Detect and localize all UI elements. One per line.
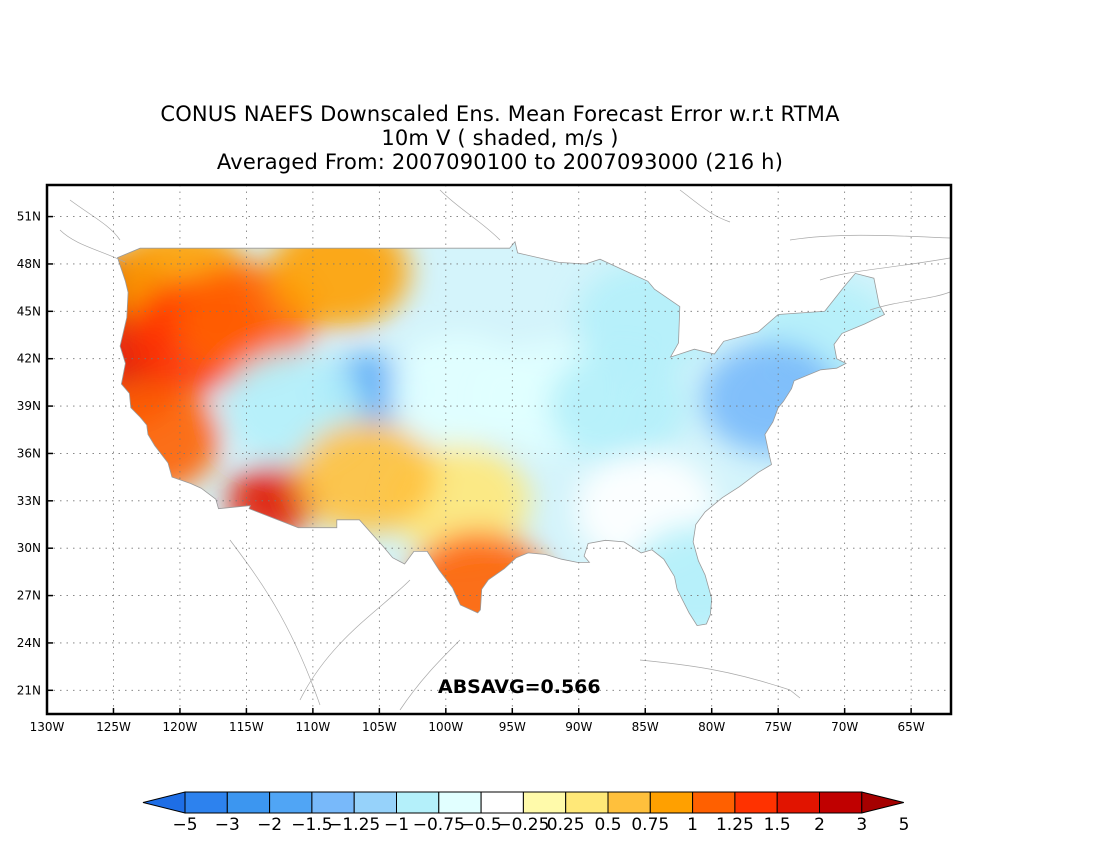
colorbar-swatch bbox=[480, 791, 524, 814]
latitude-tick-label: 36N bbox=[17, 446, 41, 460]
colorbar-tick-label: 2 bbox=[814, 815, 825, 835]
latitude-tick-label: 39N bbox=[17, 399, 41, 413]
colorbar-tick-label: −5 bbox=[172, 815, 197, 835]
error-region-illinois-indiana bbox=[548, 350, 689, 463]
latitude-tick-label: 30N bbox=[17, 541, 41, 555]
colorbar-swatch bbox=[438, 791, 482, 814]
colorbar-tick-label: −2 bbox=[257, 815, 282, 835]
colorbar-swatch bbox=[269, 791, 313, 814]
latitude-tick-label: 33N bbox=[17, 494, 41, 508]
absavg-annotation: ABSAVG=0.566 bbox=[438, 676, 601, 698]
colorbar-swatch bbox=[819, 791, 863, 814]
longitude-tick-label: 80W bbox=[698, 720, 725, 734]
colorbar-swatch bbox=[311, 791, 355, 814]
colorbar-swatch bbox=[776, 791, 821, 814]
longitude-tick-label: 75W bbox=[765, 720, 792, 734]
colorbar-tick-label: 1 bbox=[687, 815, 698, 835]
latitude-tick-label: 48N bbox=[17, 257, 41, 271]
colorbar-left-arrow bbox=[142, 791, 186, 814]
colorbar-swatch bbox=[396, 791, 440, 814]
colorbar-swatch bbox=[607, 791, 651, 814]
map-title-line-2: 10m V ( shaded, m/s ) bbox=[381, 126, 619, 150]
error-region-central-california-coast bbox=[117, 381, 221, 494]
longitude-tick-label: 65W bbox=[898, 720, 925, 734]
latitude-tick-label: 51N bbox=[17, 210, 41, 224]
longitude-tick-label: 100W bbox=[428, 720, 463, 734]
map-frame-border bbox=[45, 183, 953, 716]
colorbar-tick-label: −0.5 bbox=[460, 815, 501, 835]
colorbar-tick-label: −1.25 bbox=[328, 815, 380, 835]
longitude-tick-label: 110W bbox=[295, 720, 330, 734]
lat-lon-grid bbox=[47, 185, 951, 714]
longitude-tick-label: 85W bbox=[632, 720, 659, 734]
longitude-tick-labels: 130W 125W 120W 115W 110W 105W 100W 95W 90W 85W 80W… bbox=[30, 708, 925, 734]
colorbar-tick-label: 0.25 bbox=[547, 815, 585, 835]
colorbar-swatch bbox=[184, 791, 228, 814]
latitude-tick-label: 21N bbox=[17, 683, 41, 697]
latitude-tick-label: 24N bbox=[17, 636, 41, 650]
map-title-line-1: CONUS NAEFS Downscaled Ens. Mean Forecas… bbox=[160, 102, 840, 126]
colorbar-tick-label: 0.75 bbox=[631, 815, 669, 835]
colorbar-swatch bbox=[734, 791, 778, 814]
color-scale-legend: −5 −3 −2 −1.5−1.25 −1 −0.75−0.5−0.250.25 0.5 0.… bbox=[142, 791, 910, 835]
colorbar-swatch bbox=[649, 791, 694, 814]
conus-outline bbox=[117, 240, 886, 627]
longitude-tick-label: 130W bbox=[30, 720, 65, 734]
colorbar-tick-label: 5 bbox=[899, 815, 910, 835]
colorbar-tick-label: −0.75 bbox=[413, 815, 465, 835]
canada-coastline bbox=[59, 189, 951, 311]
colorbar-tick-label: −1 bbox=[384, 815, 409, 835]
colorbar-tick-label: −1.5 bbox=[291, 815, 332, 835]
colorbar-tick-label: −3 bbox=[215, 815, 240, 835]
longitude-tick-label: 120W bbox=[163, 720, 198, 734]
colorbar-swatch bbox=[692, 791, 736, 814]
longitude-tick-label: 115W bbox=[229, 720, 264, 734]
error-region-new-mexico bbox=[296, 421, 437, 534]
colorbar-swatch bbox=[226, 791, 271, 814]
latitude-tick-labels: 51N 48N 45N 42N 39N 36N 33N 30N 27N 24N 21N bbox=[17, 210, 53, 697]
colorbar-tick-label: 1.5 bbox=[764, 815, 791, 835]
latitude-tick-label: 45N bbox=[17, 304, 41, 318]
colorbar-swatch bbox=[353, 791, 398, 814]
colorbar-tick-label: 1.25 bbox=[716, 815, 754, 835]
latitude-tick-label: 27N bbox=[17, 589, 41, 603]
longitude-tick-label: 90W bbox=[565, 720, 592, 734]
latitude-tick-label: 42N bbox=[17, 352, 41, 366]
longitude-tick-label: 95W bbox=[499, 720, 526, 734]
colorbar-tick-label: 0.5 bbox=[594, 815, 621, 835]
colorbar-tick-label: 3 bbox=[856, 815, 867, 835]
longitude-tick-label: 70W bbox=[831, 720, 858, 734]
longitude-tick-label: 125W bbox=[96, 720, 131, 734]
colorbar-tick-label: −0.25 bbox=[497, 815, 549, 835]
map-title-line-3: Averaged From: 2007090100 to 2007093000 … bbox=[216, 150, 784, 174]
colorbar-swatch bbox=[565, 791, 609, 814]
colorbar-swatch bbox=[522, 791, 567, 814]
colorbar-right-arrow bbox=[861, 791, 904, 814]
mexico-coastline bbox=[229, 539, 801, 711]
coastlines bbox=[59, 189, 951, 711]
longitude-tick-label: 105W bbox=[362, 720, 397, 734]
